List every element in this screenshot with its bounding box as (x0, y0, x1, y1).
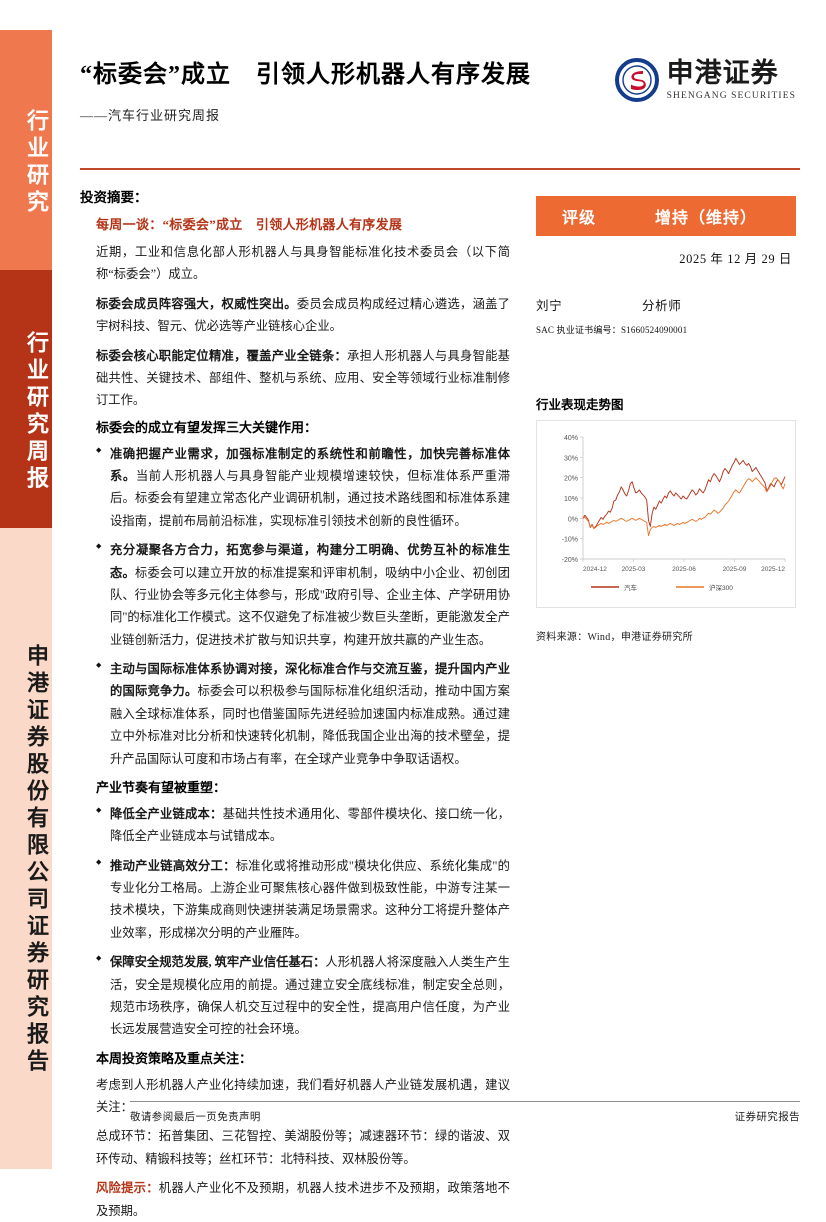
function-bold: 标委会核心职能定位精准，覆盖产业全链条： (96, 348, 348, 363)
performance-chart: -20% -10% 0% 10% 20% 30% 40% 2024-12 2025-03 2025… (536, 420, 796, 608)
three-roles-heading: 标委会的成立有望发挥三大关键作用： (96, 419, 318, 435)
list-item: 保障安全规范发展, 筑牢产业信任基石：人形机器人将深度融入人类生产生活，安全是规… (80, 951, 510, 1041)
logo-name-cn: 申港证券 (666, 57, 779, 88)
rhythm-bold-3: 保障安全规范发展, 筑牢产业信任基石： (110, 955, 326, 970)
members-rest: 委员会成员构成经过精心遴选，涵盖了宇树科技、智元、优必选等产业链核心企业。 (96, 296, 510, 334)
svg-text:2025-03: 2025-03 (622, 566, 646, 573)
role-rest-3: 标委会可以积极参与国际标准化组织活动，推动中国方案融入全球标准体系，同时也借鉴国… (110, 684, 510, 766)
rhythm-heading: 产业节奏有望被重塑： (96, 779, 227, 795)
rhythm-rest-3: 人形机器人将深度融入人类生产生活，安全是规模化应用的前提。通过建立安全底线标准，… (110, 955, 510, 1037)
svg-text:30%: 30% (564, 455, 578, 462)
sidebar-info-column: 评级 增持（维持） 2025 年 12 月 29 日 刘宁 分析师 SAC 执业… (528, 178, 796, 1222)
role-bold-3: 主动与国际标准体系协调对接，深化标准合作与交流互鉴，提升国内产业的国际竞争力。 (110, 662, 510, 699)
list-item: 准确把握产业需求，加强标准制定的系统性和前瞻性，加快完善标准体系。当前人形机器人… (80, 443, 510, 533)
strategy-paragraph-2: 总成环节：拓普集团、三花智控、美湖股份等；减速器环节：绿的谐波、双环传动、精锻科… (96, 1129, 510, 1166)
list-item: 降低全产业链成本：基础共性技术通用化、零部件模块化、接口统一化，降低全产业链成本… (80, 803, 510, 848)
role-rest-1: 当前人形机器人与具身智能产业规模增速较快，但标准体系严重滞后。标委会有望建立常态… (110, 469, 510, 528)
rating-label: 评级 (561, 210, 596, 227)
chart-source: 资料来源：Wind，申港证券研究所 (536, 632, 693, 643)
risk-rest: 机器人产业化不及预期，机器人技术进步不及预期，政策落地不及预期。 (96, 1181, 510, 1218)
role-rest-2: 标委会可以建立开放的标准提案和评审机制，吸纳中小企业、初创团队、行业协会等多元化… (110, 565, 510, 647)
header-divider (80, 168, 800, 170)
page-title: “标委会”成立 引领人形机器人有序发展 (80, 62, 531, 88)
svg-text:2024-12: 2024-12 (583, 566, 607, 573)
svg-text:沪深300: 沪深300 (709, 583, 733, 592)
footer-report-type: 证券研究报告 (734, 1112, 800, 1123)
report-header: “标委会”成立 引领人形机器人有序发展 ——汽车行业研究周报 申港证券 SHEN… (52, 0, 826, 178)
report-page: “标委会”成立 引领人形机器人有序发展 ——汽车行业研究周报 申港证券 SHEN… (52, 0, 826, 1218)
list-item: 主动与国际标准体系协调对接，深化标准合作与交流互鉴，提升国内产业的国际竞争力。标… (80, 658, 510, 770)
svg-text:10%: 10% (564, 496, 578, 503)
svg-text:-10%: -10% (562, 537, 578, 544)
main-text-column: 投资摘要： 每周一谈：“标委会”成立 引领人形机器人有序发展 近期，工业和信息化… (80, 178, 528, 1222)
status-badge: 评级 增持（维持） (536, 196, 796, 236)
summary-heading: 投资摘要： (80, 190, 148, 205)
rhythm-rest-1: 基础共性技术通用化、零部件模块化、接口统一化，降低全产业链成本与试错成本。 (110, 806, 510, 844)
footer-disclaimer: 敬请参阅最后一页免责声明 (130, 1112, 261, 1123)
page-subtitle: ——汽车行业研究周报 (80, 107, 221, 123)
roles-list: 准确把握产业需求，加强标准制定的系统性和前瞻性，加快完善标准体系。当前人形机器人… (80, 443, 510, 770)
risk-paragraph: 风险提示：机器人产业化不及预期，机器人技术进步不及预期，政策落地不及预期。 (96, 1177, 510, 1222)
logo-name-en: SHENGANG SECURITIES (666, 90, 796, 101)
svg-text:20%: 20% (564, 476, 578, 483)
role-bold-1: 准确把握产业需求，加强标准制定的系统性和前瞻性，加快完善标准体系。 (110, 446, 510, 483)
performance-chart-svg: -20% -10% 0% 10% 20% 30% 40% 2024-12 2025-03 2025… (562, 435, 786, 592)
brand-logo: 申港证券 SHENGANG SECURITIES (614, 57, 796, 102)
rhythm-list: 降低全产业链成本：基础共性技术通用化、零部件模块化、接口统一化，降低全产业链成本… (80, 803, 510, 1041)
svg-text:2025-09: 2025-09 (723, 566, 747, 573)
risk-bold: 风险提示： (96, 1181, 159, 1196)
role-bold-2: 充分凝聚各方合力，拓宽参与渠道，构建分工明确、优势互补的标准生态。 (110, 543, 510, 580)
intro-paragraph: 近期，工业和信息化部人形机器人与具身智能标准化技术委员会（以下简称“标委会”）成… (96, 245, 510, 282)
strategy-paragraph-1: 考虑到人形机器人产业化持续加速，我们看好机器人产业链发展机遇，建议关注： (96, 1077, 510, 1114)
left-sidebar: 行业研究 行业研究周报 申港证券股份有限公司证券研究报告 (0, 30, 52, 1169)
rhythm-bold-1: 降低全产业链成本： (110, 806, 223, 821)
members-paragraph: 标委会成员阵容强大，权威性突出。委员会成员构成经过精心遴选，涵盖了宇树科技、智元… (96, 293, 510, 338)
sidebar-band-industry-research: 行业研究 (0, 30, 52, 270)
svg-text:汽车: 汽车 (624, 583, 638, 592)
report-date: 2025 年 12 月 29 日 (679, 252, 792, 266)
strategy-heading: 本周投资策略及重点关注： (96, 1050, 253, 1066)
logo-text-block: 申港证券 SHENGANG SECURITIES (666, 57, 796, 101)
svg-text:40%: 40% (564, 435, 578, 442)
svg-text:2025-06: 2025-06 (672, 566, 696, 573)
analyst-row: 刘宁 分析师 (536, 295, 796, 314)
svg-text:-20%: -20% (562, 557, 578, 564)
list-item: 充分凝聚各方合力，拓宽参与渠道，构建分工明确、优势互补的标准生态。标委会可以建立… (80, 539, 510, 651)
members-bold: 标委会成员阵容强大，权威性突出。 (96, 296, 297, 311)
rhythm-rest-2: 标准化或将推动形成"模块化供应、系统化集成"的专业化分工格局。上游企业可聚焦核心… (110, 858, 510, 940)
analyst-name: 刘宁 (536, 299, 563, 313)
analyst-role: 分析师 (642, 299, 682, 313)
rhythm-bold-2: 推动产业链高效分工： (110, 858, 236, 873)
shengang-logo-icon (614, 58, 659, 102)
svg-text:0%: 0% (568, 516, 578, 523)
analyst-sac-number: SAC 执业证书编号：S1660524090001 (536, 325, 688, 335)
list-item: 推动产业链高效分工：标准化或将推动形成"模块化供应、系统化集成"的专业化分工格局… (80, 855, 510, 945)
sidebar-band-industry-weekly: 行业研究周报 (0, 270, 52, 528)
chart-title: 行业表现走势图 (536, 398, 624, 412)
svg-text:2025-12: 2025-12 (761, 566, 785, 573)
function-rest: 承担人形机器人与具身智能基础共性、关键技术、部组件、整机与系统、应用、安全等领域… (96, 348, 510, 408)
weekly-topic-heading: 每周一谈：“标委会”成立 引领人形机器人有序发展 (96, 217, 403, 232)
page-footer: 敬请参阅最后一页免责声明 证券研究报告 (104, 1095, 826, 1169)
footer-divider (130, 1101, 800, 1102)
body-columns: 投资摘要： 每周一谈：“标委会”成立 引领人形机器人有序发展 近期，工业和信息化… (52, 178, 826, 1222)
rating-value: 增持（维持） (654, 210, 757, 227)
sidebar-band-company-report: 申港证券股份有限公司证券研究报告 (0, 528, 52, 1169)
function-paragraph: 标委会核心职能定位精准，覆盖产业全链条：承担人形机器人与具身智能基础共性、关键技… (96, 345, 510, 412)
